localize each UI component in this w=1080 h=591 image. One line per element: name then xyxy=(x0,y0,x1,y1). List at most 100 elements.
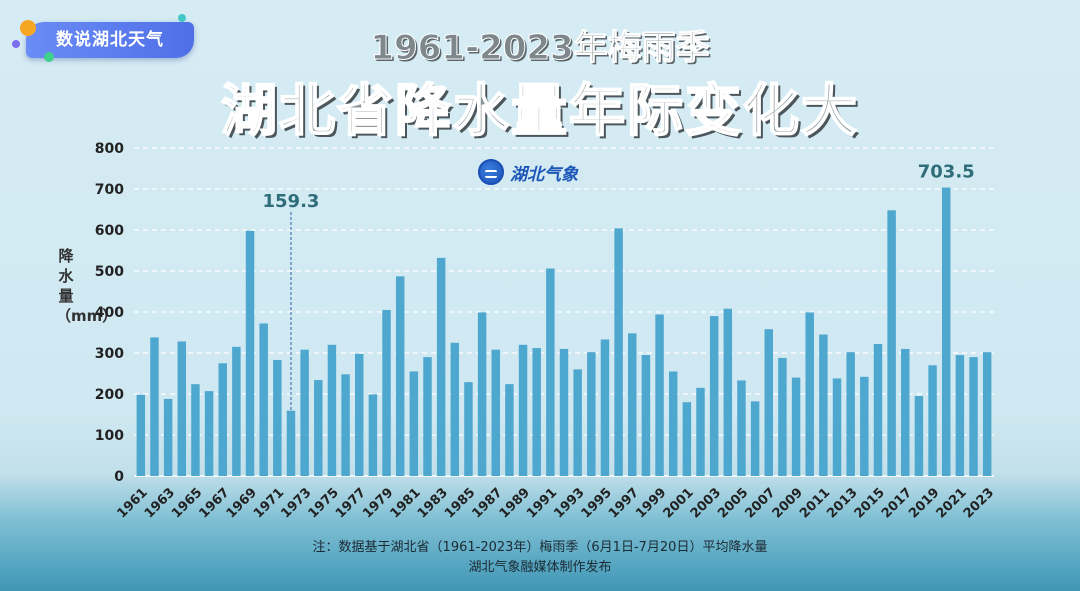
bar-1993 xyxy=(573,369,582,476)
bar-2017 xyxy=(901,348,910,476)
bar-1990 xyxy=(532,348,541,476)
bar-1977 xyxy=(355,353,364,476)
x-tick-label: 1979 xyxy=(360,485,396,521)
bar-1997 xyxy=(628,333,637,476)
bar-2002 xyxy=(696,387,705,476)
bar-1979 xyxy=(382,309,391,476)
bar-1973 xyxy=(300,349,309,476)
y-tick-label: 0 xyxy=(114,469,124,485)
x-tick-label: 1969 xyxy=(224,485,260,521)
bar-2003 xyxy=(709,316,719,476)
bar-1995 xyxy=(600,339,610,476)
x-tick-label: 2011 xyxy=(797,485,833,521)
bar-2005 xyxy=(737,380,746,476)
bar-2008 xyxy=(778,357,787,476)
bar-2006 xyxy=(750,401,760,476)
bar-1963 xyxy=(163,398,173,476)
bar-1989 xyxy=(518,344,528,476)
bar-2021 xyxy=(955,355,965,476)
channel-badge-label: 数说湖北天气 xyxy=(56,30,164,50)
x-tick-label: 1989 xyxy=(497,485,533,521)
channel-badge: 数说湖北天气 xyxy=(26,22,194,58)
x-tick-label: 2003 xyxy=(688,485,724,521)
bar-1965 xyxy=(191,384,200,476)
bar-1982 xyxy=(423,357,432,476)
x-tick-label: 2005 xyxy=(715,485,751,521)
bar-1984 xyxy=(450,342,460,476)
y-tick-label: 600 xyxy=(95,223,124,239)
x-tick-label: 2007 xyxy=(742,485,778,521)
y-tick-label: 800 xyxy=(95,141,124,157)
bar-1986 xyxy=(477,312,487,476)
x-tick-label: 2001 xyxy=(661,485,697,521)
x-tick-label: 1977 xyxy=(333,485,369,521)
bar-1992 xyxy=(559,348,569,476)
x-tick-label: 2013 xyxy=(824,485,860,521)
bar-2020 xyxy=(941,187,951,476)
x-tick-label: 2015 xyxy=(852,485,888,521)
x-tick-label: 1995 xyxy=(579,485,615,521)
x-tick-label: 1973 xyxy=(278,485,314,521)
bar-2009 xyxy=(791,377,801,476)
bar-1976 xyxy=(341,374,350,476)
bar-2012 xyxy=(832,378,842,476)
bar-2007 xyxy=(764,329,773,476)
x-tick-label: 2019 xyxy=(906,485,942,521)
bar-1996 xyxy=(614,228,623,476)
y-tick-label: 100 xyxy=(95,428,124,444)
bar-1964 xyxy=(177,341,187,476)
bar-1974 xyxy=(314,380,323,476)
annotation-min-label: 159.3 xyxy=(263,191,320,212)
x-tick-label: 1971 xyxy=(251,485,287,521)
bar-1972 xyxy=(286,410,296,476)
bar-2001 xyxy=(682,402,692,476)
bar-1966 xyxy=(204,391,214,476)
footnote-line-2: 湖北气象融媒体制作发布 xyxy=(468,560,612,575)
bar-1970 xyxy=(259,323,268,476)
bar-1985 xyxy=(464,382,473,476)
bar-1978 xyxy=(368,394,378,476)
bar-2019 xyxy=(928,365,937,476)
y-tick-label: 500 xyxy=(95,264,124,280)
bar-1987 xyxy=(491,349,500,476)
bar-1991 xyxy=(546,268,555,476)
bar-1994 xyxy=(587,352,596,476)
title-line-2: 湖北省降水量年际变化大 xyxy=(220,78,859,145)
x-tick-label: 2009 xyxy=(770,485,806,521)
bar-1981 xyxy=(409,371,419,476)
hubei-meteorology-logo: 湖北气象 xyxy=(478,158,578,186)
x-tick-label: 1985 xyxy=(442,485,478,521)
x-tick-label: 1999 xyxy=(633,485,669,521)
bar-2013 xyxy=(846,352,855,476)
bar-1980 xyxy=(395,276,405,476)
bar-1998 xyxy=(641,355,651,476)
bar-1969 xyxy=(245,230,255,476)
x-tick-label: 2017 xyxy=(879,485,915,521)
y-tick-label: 700 xyxy=(95,182,124,198)
logo-text: 湖北气象 xyxy=(510,164,578,185)
bar-2018 xyxy=(914,396,924,476)
x-tick-label: 1993 xyxy=(551,485,587,521)
x-tick-label: 1961 xyxy=(115,485,151,521)
bar-2016 xyxy=(887,210,896,476)
footnote: 注：数据基于湖北省（1961-2023年）梅雨季（6月1日-7月20日）平均降水… xyxy=(0,538,1080,578)
bar-1968 xyxy=(232,346,241,476)
bar-2023 xyxy=(982,352,992,476)
bar-2022 xyxy=(969,357,978,476)
bar-2015 xyxy=(873,343,883,476)
y-tick-label: 200 xyxy=(95,387,124,403)
title-line-1: 1961-2023年梅雨季 xyxy=(370,28,710,69)
bar-2014 xyxy=(860,376,869,476)
x-tick-label: 1975 xyxy=(306,485,342,521)
annotation-max-label: 703.5 xyxy=(918,162,975,183)
x-tick-label: 2021 xyxy=(934,485,970,521)
decor-dot-green xyxy=(44,52,54,62)
weather-logo-icon xyxy=(478,159,504,185)
x-tick-label: 1987 xyxy=(469,485,505,521)
bar-2011 xyxy=(819,334,828,476)
bar-1971 xyxy=(273,359,282,476)
decor-dot-purple xyxy=(12,40,20,48)
decor-dot-orange xyxy=(20,20,36,36)
x-tick-label: 2023 xyxy=(961,485,997,521)
x-tick-label: 1963 xyxy=(142,485,178,521)
